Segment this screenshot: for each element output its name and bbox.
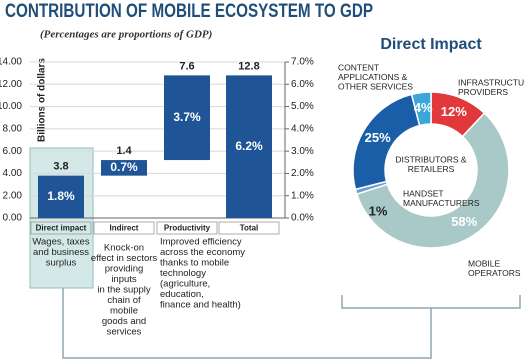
y-tick-label: 0.00: [3, 213, 23, 224]
y2-tick-label: 3.0%: [291, 146, 314, 157]
description: thanks to mobile: [160, 258, 229, 269]
y-tick-label: 8.00: [3, 123, 23, 134]
slice-name: INFRASTRUCTURE: [458, 77, 524, 87]
description: finance and health): [160, 300, 241, 311]
category-box: [30, 221, 92, 235]
y-tick-label: 2.00: [3, 190, 23, 201]
description: (agriculture,: [160, 279, 210, 290]
gdp-share-label: 1.8%: [47, 189, 75, 203]
bar-value-label: 7.6: [179, 60, 194, 72]
slice-value-label: 12%: [441, 104, 467, 119]
description: goods and: [102, 316, 146, 327]
bar-value-label: 3.8: [53, 161, 68, 173]
y2-tick-label: 2.0%: [291, 168, 314, 179]
y2-tick-label: 4.0%: [291, 123, 314, 134]
y-tick-label: 12.00: [0, 79, 22, 90]
description: mobile: [110, 306, 138, 317]
y-tick-label: 6.00: [3, 146, 23, 157]
y2-tick-label: 6.0%: [291, 79, 314, 90]
category-box: [218, 221, 280, 235]
gdp-share-label: 6.2%: [235, 139, 263, 153]
slice-name: CONTENT: [338, 62, 379, 72]
category-label: Productivity: [164, 224, 211, 233]
y2-tick-label: 7.0%: [291, 57, 314, 68]
category-label: Direct impact: [36, 224, 87, 233]
description: in the supply: [97, 285, 151, 296]
description: and business: [33, 247, 89, 258]
y2-tick-label: 1.0%: [291, 190, 314, 201]
slice-value-label: 1%: [369, 203, 388, 218]
donut-title: Direct Impact: [380, 36, 482, 53]
slice-value-label: 25%: [365, 130, 391, 145]
bar: [226, 75, 272, 218]
description: chain of: [107, 295, 141, 306]
category-box: [156, 221, 218, 235]
description: Wages, taxes: [32, 237, 89, 248]
slice-name: PROVIDERS: [458, 87, 508, 97]
y-tick-label: 14.00: [0, 57, 22, 68]
bar-value-label: 1.4: [116, 145, 132, 157]
description: Improved efficiency: [160, 237, 242, 248]
description: services: [107, 327, 142, 338]
slice-name: HANDSET: [403, 188, 444, 198]
slice-name: OPERATORS: [468, 268, 521, 278]
description: effect in sectors: [91, 253, 158, 264]
bar: [164, 75, 210, 161]
bar-value-label: 12.8: [238, 60, 259, 72]
connector: [62, 288, 521, 359]
description: inputs: [111, 274, 137, 285]
slice-name: MANUFACTURERS: [403, 198, 480, 208]
slice-name: MOBILE: [468, 258, 500, 268]
bar: [38, 175, 84, 218]
description: technology: [160, 268, 206, 279]
slice-name: APPLICATIONS &: [338, 72, 408, 82]
y-axis-label: Billions of dollars: [37, 58, 48, 142]
description: across the economy: [160, 247, 245, 258]
description: providing: [105, 264, 144, 275]
description: Knock-on: [104, 243, 144, 254]
donut-slice: [410, 91, 432, 127]
y-tick-label: 10.00: [0, 101, 22, 112]
slice-value-label: 58%: [451, 214, 477, 229]
category-label: Indirect: [110, 224, 139, 233]
slice-name: OTHER SERVICES: [338, 81, 413, 91]
slice-name: DISTRIBUTORS &: [395, 154, 466, 164]
title: CONTRIBUTION OF MOBILE ECOSYSTEM TO GDP: [5, 1, 373, 22]
y2-tick-label: 5.0%: [291, 101, 314, 112]
donut-slice: [355, 112, 510, 249]
gdp-share-label: 3.7%: [173, 110, 201, 124]
category-label: Total: [240, 224, 259, 233]
description: education,: [160, 289, 204, 300]
bar: [101, 160, 147, 176]
slice-name: RETAILERS: [408, 164, 455, 174]
y2-tick-label: 0.0%: [291, 213, 314, 224]
category-box: [93, 221, 155, 235]
gdp-share-label: 0.7%: [110, 160, 138, 174]
slice-value-label: 4%: [414, 100, 433, 115]
description: surplus: [46, 258, 77, 269]
y-tick-label: 4.00: [3, 168, 23, 179]
subtitle: (Percentages are proportions of GDP): [40, 29, 212, 41]
